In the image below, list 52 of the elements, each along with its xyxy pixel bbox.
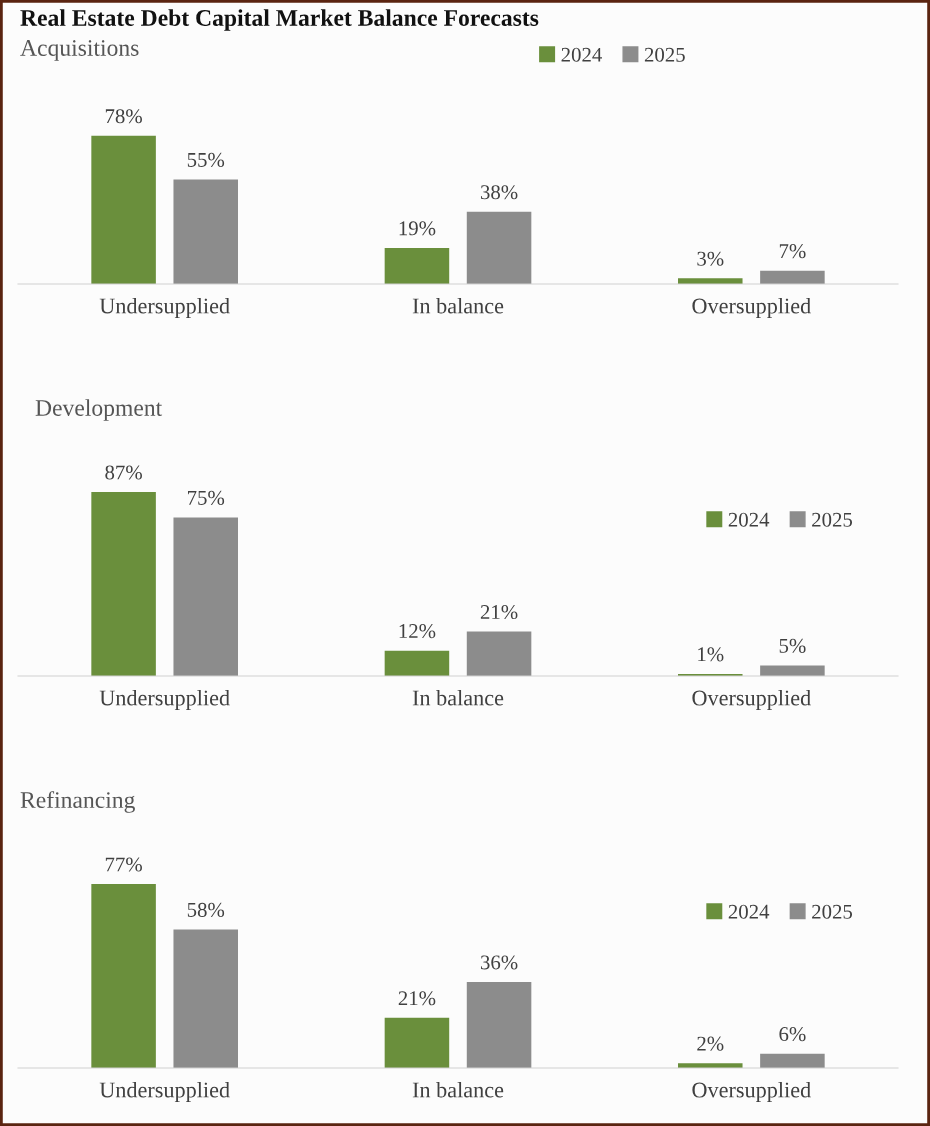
bar [91,884,156,1068]
data-label: 6% [779,1027,806,1042]
x-tick-label: In balance [412,297,504,314]
data-label: 19% [399,221,436,236]
bar [384,650,450,676]
data-label: 77% [105,857,142,872]
bar [760,270,825,284]
bar [760,665,825,676]
data-label: 38% [480,185,518,200]
bar [173,517,238,676]
legend-label: 2024 [561,47,602,62]
x-tick-label: Oversupplied [692,297,811,319]
chart-title: Real Estate Debt Capital Market Balance Forecasts [20,9,539,31]
data-label: 3% [697,251,724,266]
legend-label: 2025 [812,904,853,919]
legend-label: 2024 [728,512,770,527]
bar [173,179,238,284]
chart-subtitle: Acquisitions [20,40,139,61]
data-label: 55% [187,152,225,167]
x-tick-label: Undersupplied [99,297,230,319]
x-tick-label: In balance [412,689,504,706]
data-label: 75% [188,490,225,505]
x-tick-label: Oversupplied [692,1081,811,1103]
data-label: 5% [779,638,806,653]
legend-label: 2024 [728,904,770,919]
chart-title: Refinancing [20,791,135,813]
data-label: 21% [480,604,518,620]
data-label: 21% [398,991,436,1006]
bar [384,1017,450,1068]
bar [173,929,238,1068]
bar [466,982,532,1068]
x-tick-label: Undersupplied [99,689,230,711]
data-label: 58% [187,902,225,917]
bar [384,247,450,284]
data-label: 36% [480,955,518,970]
legend-label: 2025 [812,512,853,527]
data-label: 7% [779,244,806,259]
bar [466,211,532,284]
x-tick-label: Undersupplied [99,1081,230,1103]
bar [466,631,532,676]
data-label: 78% [105,109,142,124]
data-label: 12% [399,624,436,639]
x-tick-label: In balance [412,1081,504,1098]
bar [760,1053,825,1068]
data-label: 87% [105,465,142,480]
legend-label: 2025 [644,47,685,62]
chart-title: Development [35,399,163,421]
data-label: 2% [697,1036,724,1051]
bar [91,135,156,284]
x-tick-label: Oversupplied [692,689,811,711]
bar [91,492,156,676]
data-label: 1% [698,647,724,662]
